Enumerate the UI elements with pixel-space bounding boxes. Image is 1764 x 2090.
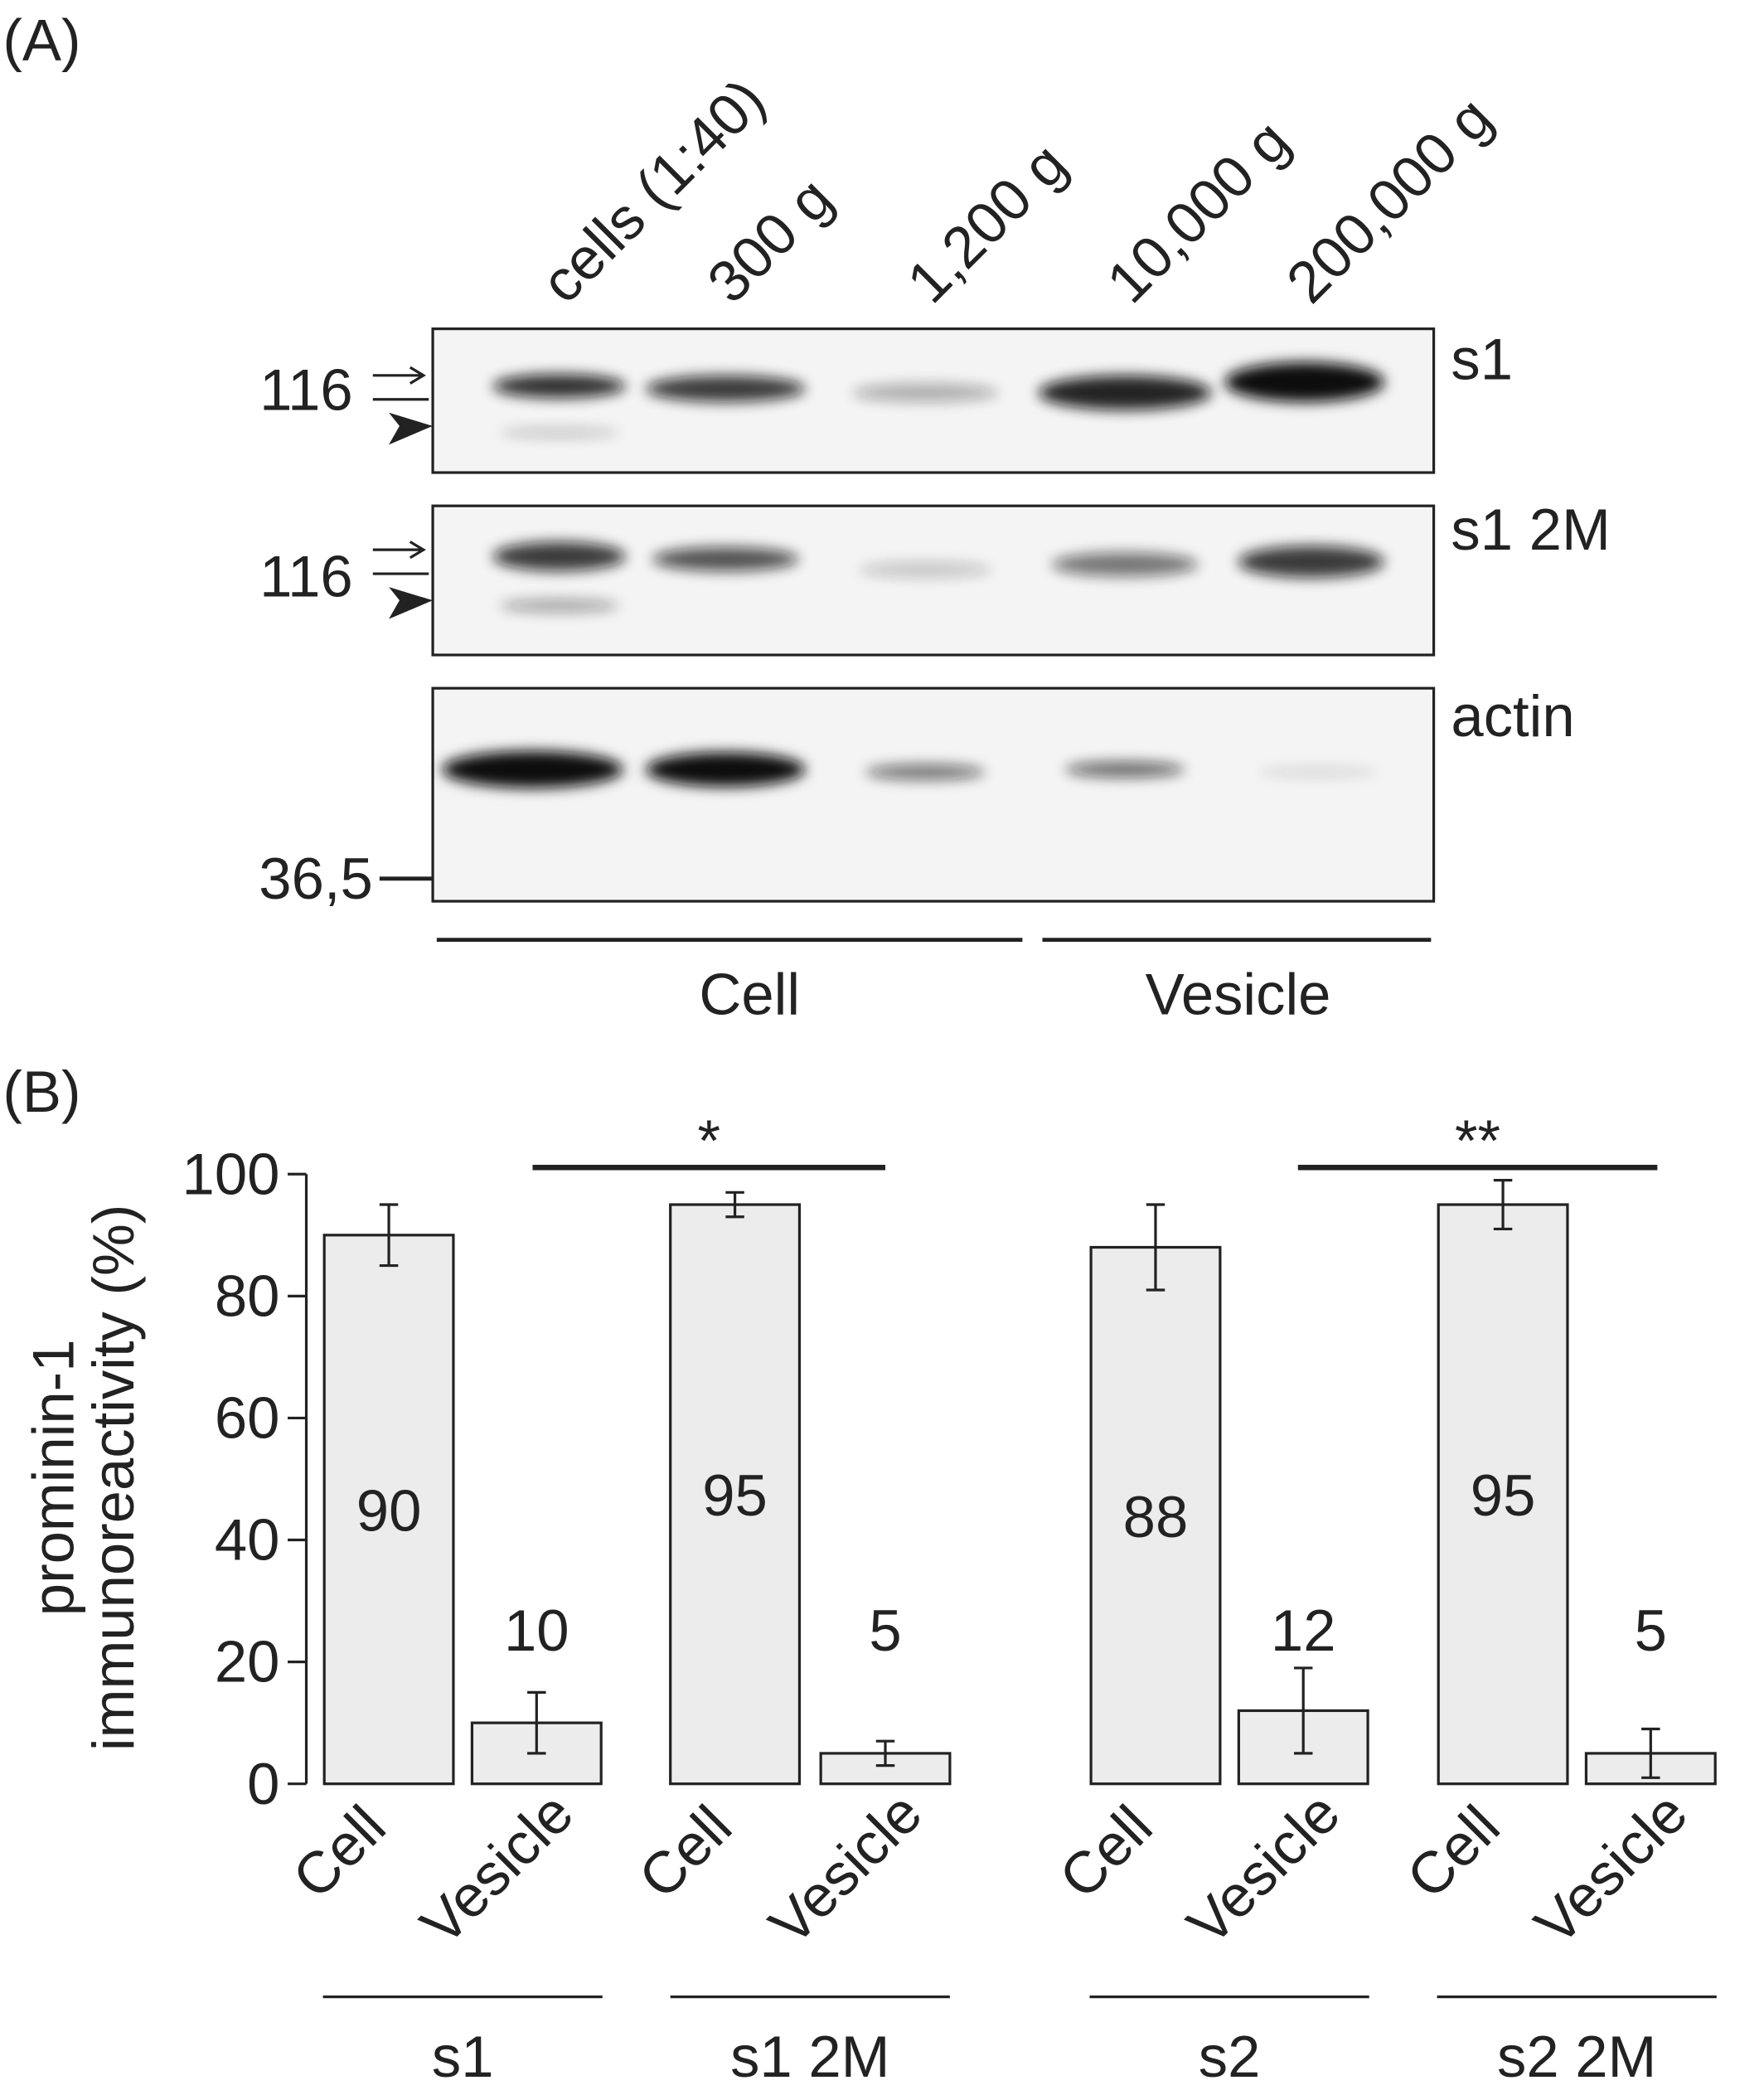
arrowhead (389, 412, 434, 445)
y-axis-label: prominin-1 (21, 1340, 86, 1617)
value-label: 12 (1271, 1598, 1336, 1663)
value-label: 5 (869, 1598, 901, 1663)
y-tick-label: 80 (215, 1263, 280, 1328)
bar (1089, 1245, 1222, 1786)
y-tick-label: 100 (182, 1141, 280, 1206)
x-tick-label: Vesicle (757, 1780, 934, 1957)
band (645, 752, 806, 787)
blot-label: actin (1451, 683, 1574, 749)
marker-label: 36,5 (259, 846, 373, 911)
band (499, 427, 619, 439)
y-axis-label: immunoreactivity (%) (80, 1205, 146, 1751)
band (1224, 361, 1385, 402)
x-tick-label: Cell (1047, 1793, 1165, 1911)
band (1258, 766, 1379, 778)
marker-label: 116 (259, 357, 353, 423)
blot-label: s1 (1451, 327, 1513, 392)
error-bar (379, 1203, 399, 1268)
band (492, 374, 626, 399)
x-tick-label: Cell (1394, 1793, 1512, 1911)
group-label: s2 (1199, 2024, 1261, 2089)
group-label: Vesicle (1146, 962, 1331, 1027)
lane-label: 200,000 g (1274, 85, 1505, 315)
band (1238, 546, 1385, 578)
band (1064, 761, 1185, 778)
value-label: 10 (504, 1598, 569, 1663)
blot (431, 686, 1436, 903)
value-label: 90 (356, 1477, 422, 1543)
blot (431, 504, 1436, 657)
x-tick-label: Vesicle (408, 1780, 585, 1957)
lane-label: 10,000 g (1094, 108, 1301, 315)
x-tick-label: Cell (626, 1793, 744, 1911)
lane-label: 1,200 g (894, 130, 1079, 315)
value-label: 95 (1471, 1462, 1536, 1528)
group-label: s2 2M (1497, 2024, 1656, 2089)
arrow (372, 366, 426, 385)
significance-label: * (698, 1108, 721, 1173)
arrow (372, 541, 426, 560)
group-label: s1 2M (730, 2024, 889, 2089)
y-tick-label: 20 (215, 1629, 280, 1695)
group-label: s1 (432, 2024, 494, 2089)
panel-label: (A) (2, 7, 80, 72)
error-bar (527, 1690, 546, 1755)
band (1038, 375, 1212, 410)
value-label: 88 (1123, 1484, 1189, 1549)
band (652, 546, 799, 571)
error-bar (1493, 1179, 1513, 1231)
x-tick-label: Cell (280, 1793, 398, 1911)
blot-label: s1 2M (1451, 497, 1610, 562)
error-bar (1146, 1203, 1166, 1292)
marker-label: 116 (259, 543, 353, 609)
band (1051, 552, 1199, 577)
value-label: 5 (1635, 1598, 1667, 1663)
band (442, 750, 623, 788)
band (851, 383, 999, 402)
significance-label: ** (1455, 1108, 1500, 1173)
band (858, 561, 992, 578)
x-tick-label: Vesicle (1522, 1780, 1699, 1957)
error-bar (1293, 1666, 1313, 1755)
blots (431, 327, 1436, 903)
x-tick-label: Vesicle (1175, 1780, 1352, 1957)
band (865, 764, 986, 780)
arrowhead (389, 587, 434, 619)
y-tick-label: 0 (247, 1751, 279, 1816)
value-label: 95 (702, 1462, 768, 1528)
panel-label: (B) (2, 1059, 80, 1124)
bar (322, 1234, 455, 1786)
band (492, 541, 626, 571)
error-bar (1641, 1727, 1660, 1779)
bar (1437, 1203, 1569, 1786)
group-label: Cell (699, 962, 800, 1027)
error-bar (725, 1190, 744, 1219)
band (499, 599, 619, 613)
y-tick-label: 40 (215, 1507, 280, 1573)
y-tick-label: 60 (215, 1385, 280, 1451)
lane-label: 300 g (695, 165, 845, 315)
error-bar (875, 1739, 895, 1768)
band (645, 375, 806, 402)
